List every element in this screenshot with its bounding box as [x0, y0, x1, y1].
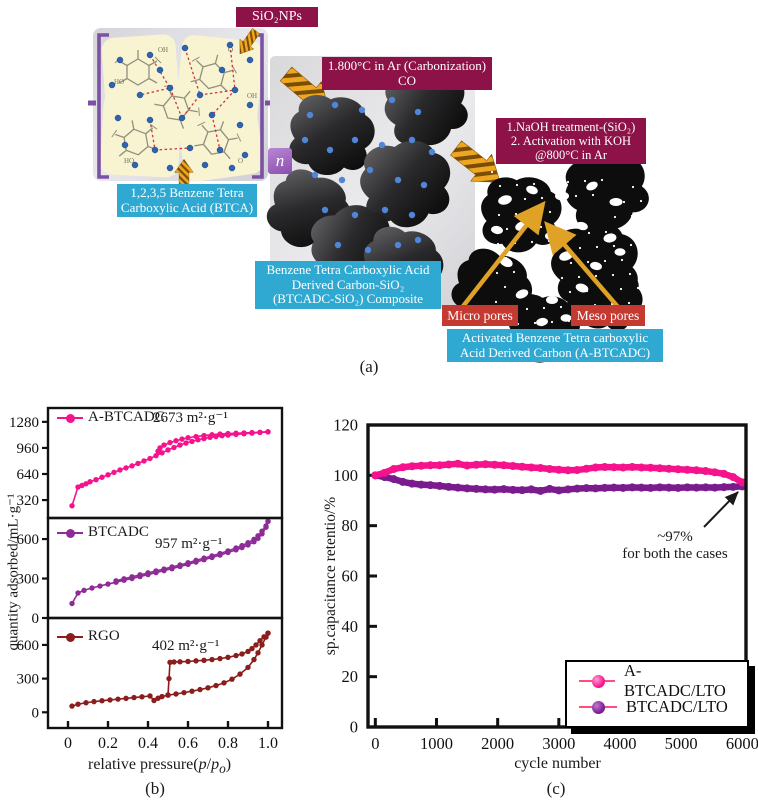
legend-marker-icon — [579, 701, 617, 714]
svg-text:0: 0 — [350, 718, 358, 737]
repeat-unit-n: n — [268, 148, 292, 174]
caption-c: (c) — [546, 779, 566, 798]
c-x-axis-label: cycle number — [514, 755, 601, 772]
svg-text:0.8: 0.8 — [218, 735, 238, 752]
panel-c-chart: 0 20 40 60 80 100 120 0 1000 2000 3000 4000 5000 6000 — [333, 416, 758, 754]
sio2-nps-label: SiO₂NPs — [236, 7, 318, 27]
b-y-axis-label: quantity adsorbed/mL·g⁻¹ — [5, 493, 22, 651]
caption-a: (a) — [359, 357, 379, 376]
c-annotation: ~97% for both the cases — [622, 529, 728, 563]
micro-pores-label: Micro pores — [442, 305, 518, 326]
atom-label: HO — [124, 157, 134, 165]
svg-text:0.4: 0.4 — [138, 735, 158, 752]
b-annotation-rgo: 402 m²·g⁻¹ — [152, 638, 220, 654]
svg-text:300: 300 — [17, 672, 40, 688]
b-legend-btcadc: BTCADC — [57, 524, 149, 541]
svg-text:0: 0 — [64, 735, 72, 752]
legend-marker-icon — [57, 413, 83, 423]
svg-text:0: 0 — [371, 734, 379, 753]
svg-text:120: 120 — [333, 416, 358, 435]
legend-marker-icon — [579, 675, 616, 688]
annotation-arrow-icon — [703, 491, 739, 528]
legend-marker-icon — [57, 632, 83, 642]
svg-text:6000: 6000 — [726, 734, 758, 753]
svg-text:0.6: 0.6 — [178, 735, 198, 752]
c-legend-box: A-BTCADC/LTO BTCADC/LTO — [565, 660, 749, 728]
atom-label: O — [238, 157, 243, 165]
svg-text:100: 100 — [333, 466, 358, 485]
c-legend-item-abtcadc-lto: A-BTCADC/LTO — [579, 661, 737, 700]
pore-arrow-icon — [455, 200, 626, 316]
panel-a-diagram: HO OH O OH HO O — [88, 28, 658, 370]
composite-label: Benzene Tetra Carboxylic Acid Derived Ca… — [255, 261, 441, 309]
svg-text:1000: 1000 — [420, 734, 453, 753]
svg-text:1280: 1280 — [9, 415, 39, 431]
svg-text:640: 640 — [17, 467, 40, 483]
svg-text:0: 0 — [32, 705, 40, 721]
carbonization-label: 1.800°C in Ar (Carbonization) CO — [322, 57, 492, 91]
svg-text:4000: 4000 — [604, 734, 637, 753]
svg-text:1.0: 1.0 — [258, 735, 278, 752]
svg-text:600: 600 — [17, 638, 40, 654]
svg-text:20: 20 — [342, 667, 359, 686]
panel-b-chart: 320 640 960 1280 0 300 600 0 300 600 0 0.2 0.4 0.6 0.8… — [9, 406, 284, 752]
b-annotation-abtcadc: 2673 m²·g⁻¹ — [153, 410, 228, 426]
svg-text:80: 80 — [342, 516, 359, 535]
svg-text:0.2: 0.2 — [98, 735, 118, 752]
atom-label: OH — [247, 92, 257, 100]
svg-text:2000: 2000 — [481, 734, 514, 753]
b-legend-rgo: RGO — [57, 628, 120, 645]
b-legend-abtcadc: A-BTCADC — [57, 409, 165, 426]
b-annotation-btcadc: 957 m²·g⁻¹ — [155, 536, 223, 552]
svg-text:600: 600 — [17, 532, 40, 548]
sio2-dots-on-flakes — [301, 96, 436, 254]
svg-text:60: 60 — [342, 567, 359, 586]
btca-label: 1,2,3,5 Benzene Tetra Carboxylic Acid (B… — [117, 184, 257, 218]
legend-marker-icon — [57, 528, 83, 538]
sio2-nanoparticles — [108, 41, 254, 172]
caption-b: (b) — [145, 779, 165, 798]
svg-text:0: 0 — [32, 611, 40, 627]
abtcadc-label: Activated Benzene Tetra carboxylic Acid … — [447, 329, 663, 363]
c-legend-item-btcadc-lto: BTCADC/LTO — [579, 695, 737, 719]
activation-label: 1.NaOH treatment-(SiO₂) 2. Activation wi… — [496, 118, 646, 164]
b-x-axis-label: relative pressure(p/po) — [88, 756, 232, 777]
svg-text:40: 40 — [342, 617, 359, 636]
svg-text:320: 320 — [17, 493, 40, 509]
svg-text:960: 960 — [17, 441, 40, 457]
atom-label: OH — [158, 46, 168, 54]
atom-label: HO — [114, 78, 124, 86]
svg-text:5000: 5000 — [665, 734, 698, 753]
meso-pores-label: Meso pores — [571, 305, 645, 326]
c-y-axis-label: sp.capacitance retentio/% — [322, 496, 339, 656]
svg-text:3000: 3000 — [542, 734, 575, 753]
svg-text:300: 300 — [17, 572, 40, 588]
